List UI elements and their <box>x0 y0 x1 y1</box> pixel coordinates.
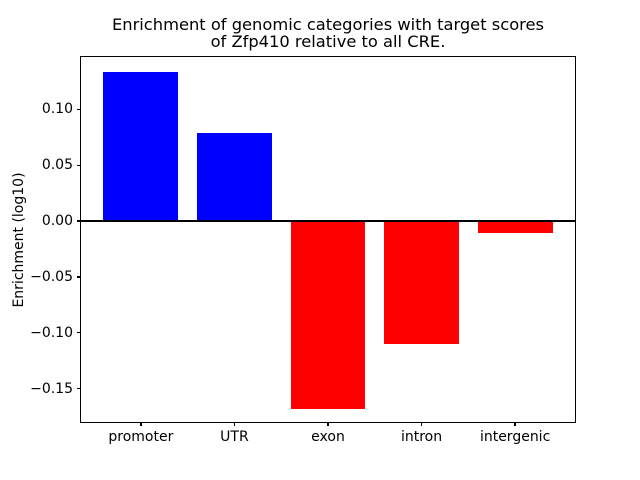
y-tick-label-−0.15: −0.15 <box>30 380 73 397</box>
bar-exon <box>290 221 366 409</box>
y-tick-mark-0.10 <box>77 108 81 111</box>
y-tick-label-−0.05: −0.05 <box>30 268 73 285</box>
y-tick-label-0.05: 0.05 <box>41 157 73 174</box>
y-tick-mark-0.00 <box>77 220 81 222</box>
x-tick-mark-promoter <box>140 422 142 426</box>
chart-title-line1: Enrichment of genomic categories with ta… <box>111 15 544 34</box>
chart-title: Enrichment of genomic categories with ta… <box>80 16 576 50</box>
x-tick-label-intergenic: intergenic <box>479 429 551 445</box>
plot-area: promoter UTR exon intron intergenic 0.10 0.05 0… <box>30 56 576 445</box>
y-tick-mark-−0.05 <box>77 276 81 278</box>
zero-line <box>81 220 575 223</box>
x-tick-label-intron: intron <box>400 429 443 445</box>
x-tick-mark-intergenic <box>514 422 516 426</box>
x-tick-label-promoter: promoter <box>108 429 174 445</box>
bar-UTR <box>197 132 272 222</box>
y-tick-label-0.00: 0.00 <box>41 213 73 230</box>
bar-intergenic <box>477 221 553 234</box>
y-tick-mark-−0.10 <box>77 332 81 334</box>
x-tick-mark-intron <box>420 422 423 426</box>
x-tick-mark-UTR <box>233 422 236 426</box>
bar-intron <box>384 221 459 344</box>
x-tick-label-UTR: UTR <box>220 429 249 445</box>
y-tick-mark-−0.15 <box>77 387 81 390</box>
y-axis-label: Enrichment (log10) <box>11 172 27 308</box>
y-tick-label-0.10: 0.10 <box>41 101 73 118</box>
y-tick-mark-0.05 <box>77 164 81 166</box>
chart-title-line2: of Zfp410 relative to all CRE. <box>210 32 446 51</box>
x-tick-label-exon: exon <box>311 429 345 445</box>
x-tick-mark-exon <box>327 422 329 426</box>
y-tick-label-−0.10: −0.10 <box>30 324 73 341</box>
bar-promoter <box>103 71 179 222</box>
